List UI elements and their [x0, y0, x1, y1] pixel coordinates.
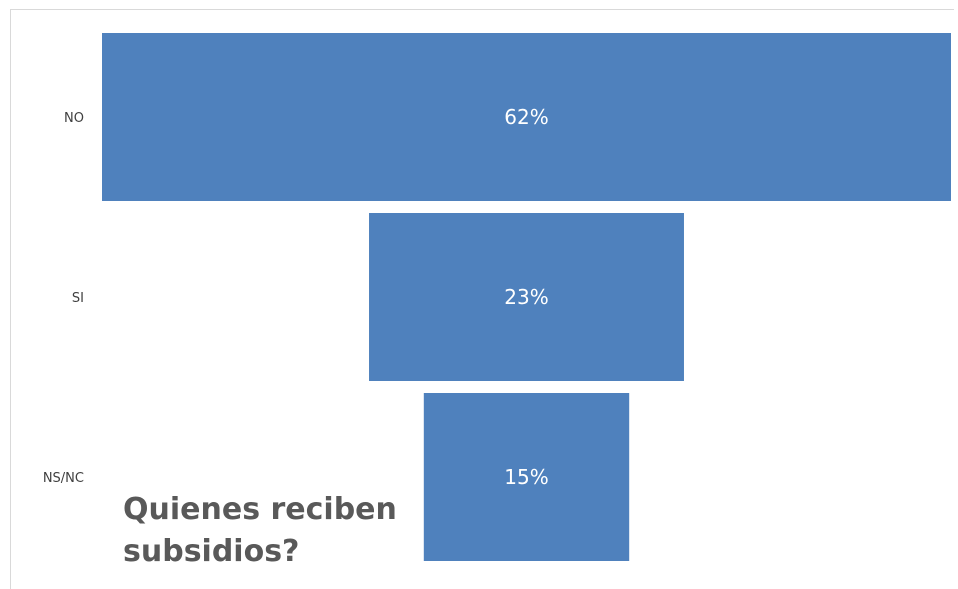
category-label-si: SI	[72, 291, 84, 306]
data-label-ns-nc: 15%	[504, 465, 548, 489]
bar-ns-nc	[423, 393, 630, 561]
chart-frame	[10, 9, 954, 589]
data-label-no: 62%	[504, 105, 548, 129]
chart-title: Quienes reciben subsidios?	[123, 492, 397, 569]
bar-si	[369, 213, 684, 381]
data-label-si: 23%	[504, 285, 548, 309]
bar-no	[102, 33, 951, 201]
category-label-ns-nc: NS/NC	[43, 471, 84, 486]
category-label-no: NO	[64, 111, 84, 126]
